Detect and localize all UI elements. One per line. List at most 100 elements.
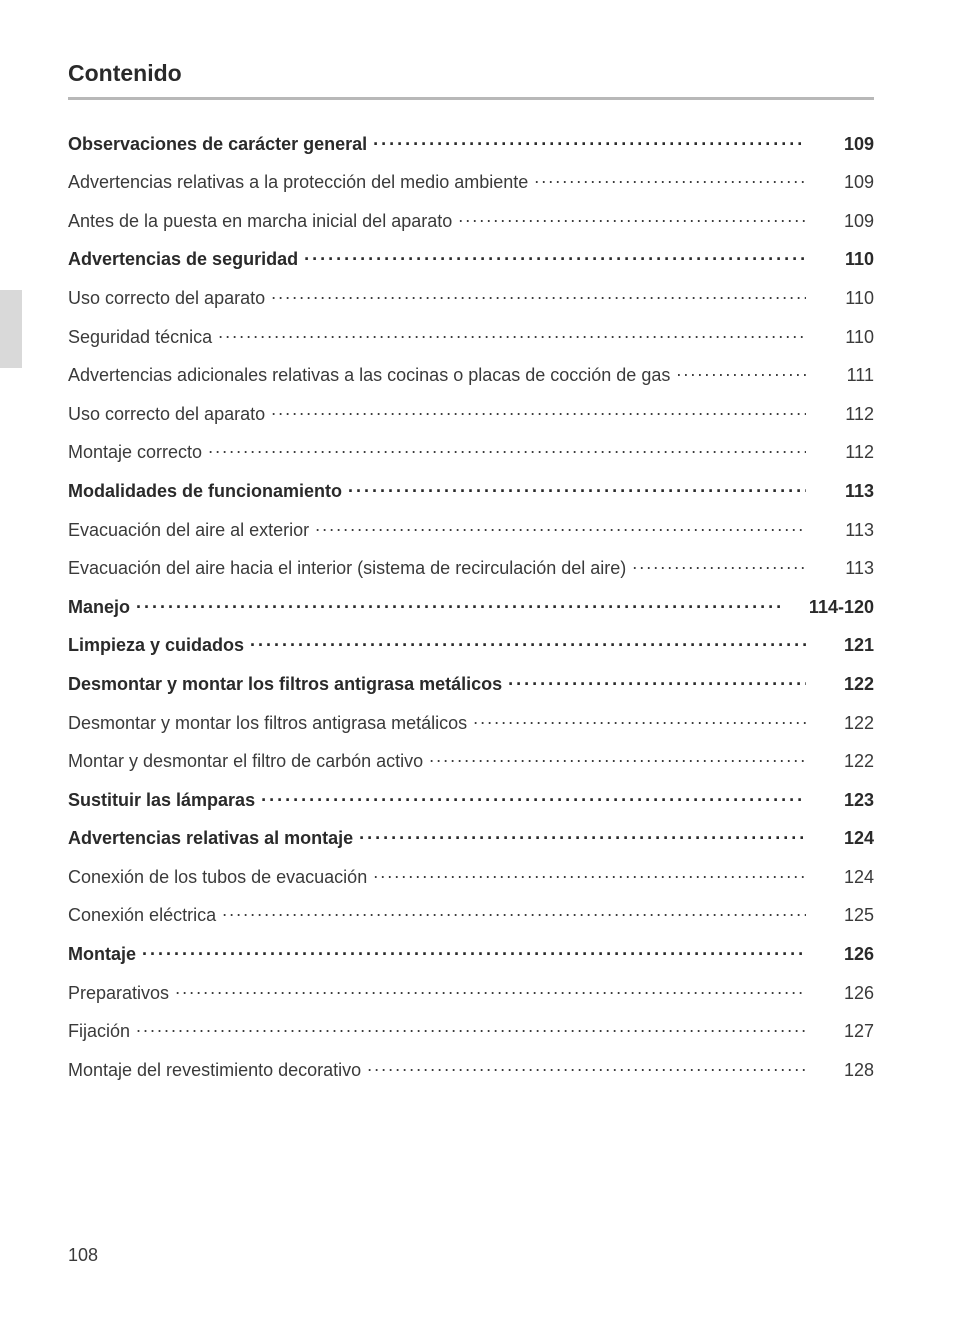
toc-entry-page: 122	[812, 674, 874, 695]
toc-entry-page: 110	[812, 288, 874, 309]
toc-entry-page: 109	[812, 211, 874, 232]
toc-entry-page: 110	[812, 249, 874, 270]
toc-row: Seguridad técnica 110	[68, 315, 874, 354]
toc-entry-label: Fijación	[68, 1021, 130, 1042]
toc-leader-dots	[208, 437, 806, 459]
side-tab	[0, 290, 22, 368]
toc-entry-label: Uso correcto del aparato	[68, 404, 265, 425]
toc-entry-label: Advertencias relativas a la protección d…	[68, 172, 528, 193]
toc-row: Advertencias relativas a la protección d…	[68, 161, 874, 200]
toc-leader-dots	[175, 977, 806, 999]
toc-entry-label: Manejo	[68, 597, 130, 618]
toc-entry-page: 109	[812, 172, 874, 193]
toc-entry-label: Montar y desmontar el filtro de carbón a…	[68, 751, 423, 772]
toc-leader-dots	[271, 282, 806, 304]
toc-entry-label: Montaje correcto	[68, 442, 202, 463]
toc-row: Conexión eléctrica 125	[68, 894, 874, 933]
toc-row: Desmontar y montar los filtros antigrasa…	[68, 662, 874, 701]
toc-row: Montaje correcto 112	[68, 431, 874, 470]
title-underline	[68, 97, 874, 100]
toc-row: Limpieza y cuidados 121	[68, 624, 874, 663]
toc-row: Evacuación del aire hacia el interior (s…	[68, 547, 874, 586]
toc-leader-dots	[534, 167, 806, 189]
toc-entry-page: 128	[812, 1060, 874, 1081]
toc-entry-page: 121	[812, 635, 874, 656]
toc-leader-dots	[136, 591, 785, 613]
toc-leader-dots	[373, 128, 806, 150]
toc-entry-label: Advertencias adicionales relativas a las…	[68, 365, 670, 386]
toc-entry-page: 122	[812, 713, 874, 734]
toc-entry-label: Evacuación del aire al exterior	[68, 520, 309, 541]
toc-leader-dots	[261, 784, 806, 806]
page-number: 108	[68, 1245, 98, 1266]
toc-leader-dots	[218, 321, 806, 343]
toc-entry-page: 123	[812, 790, 874, 811]
toc-leader-dots	[142, 938, 806, 960]
toc-title: Contenido	[68, 60, 874, 87]
toc-leader-dots	[473, 707, 806, 729]
toc-entry-label: Limpieza y cuidados	[68, 635, 244, 656]
toc-entry-label: Sustituir las lámparas	[68, 790, 255, 811]
toc-entry-page: 112	[812, 442, 874, 463]
toc-entry-label: Observaciones de carácter general	[68, 134, 367, 155]
toc-entry-label: Evacuación del aire hacia el interior (s…	[68, 558, 626, 579]
page-container: Contenido Observaciones de carácter gene…	[0, 0, 954, 1326]
toc-leader-dots	[348, 475, 806, 497]
toc-list: Observaciones de carácter general 109 Adve…	[68, 122, 874, 1087]
toc-entry-page: 124	[812, 828, 874, 849]
toc-entry-page: 113	[812, 481, 874, 502]
toc-entry-page: 124	[812, 867, 874, 888]
toc-entry-page: 114-120	[791, 597, 874, 618]
toc-leader-dots	[367, 1054, 806, 1076]
toc-entry-label: Advertencias de seguridad	[68, 249, 298, 270]
toc-row: Manejo 114-120	[68, 585, 874, 624]
toc-entry-page: 113	[812, 558, 874, 579]
toc-row: Preparativos126	[68, 971, 874, 1010]
toc-entry-page: 110	[812, 327, 874, 348]
toc-leader-dots	[429, 746, 806, 768]
toc-entry-label: Desmontar y montar los filtros antigrasa…	[68, 713, 467, 734]
toc-entry-label: Conexión de los tubos de evacuación	[68, 867, 367, 888]
toc-entry-label: Uso correcto del aparato	[68, 288, 265, 309]
toc-row: Antes de la puesta en marcha inicial del…	[68, 199, 874, 238]
toc-leader-dots	[632, 553, 806, 575]
toc-entry-label: Conexión eléctrica	[68, 905, 216, 926]
toc-row: Montaje 126	[68, 932, 874, 971]
toc-row: Fijación 127	[68, 1010, 874, 1049]
toc-row: Advertencias de seguridad 110	[68, 238, 874, 277]
toc-leader-dots	[315, 514, 806, 536]
toc-entry-label: Montaje	[68, 944, 136, 965]
toc-row: Uso correcto del aparato 110	[68, 276, 874, 315]
toc-entry-page: 109	[812, 134, 874, 155]
toc-entry-page: 113	[812, 520, 874, 541]
toc-row: Advertencias relativas al montaje 124	[68, 817, 874, 856]
toc-entry-page: 126	[812, 944, 874, 965]
toc-leader-dots	[676, 360, 806, 382]
toc-row: Sustituir las lámparas 123	[68, 778, 874, 817]
toc-row: Uso correcto del aparato 112	[68, 392, 874, 431]
toc-leader-dots	[373, 861, 806, 883]
toc-row: Evacuación del aire al exterior 113	[68, 508, 874, 547]
toc-leader-dots	[304, 244, 806, 266]
toc-entry-page: 112	[812, 404, 874, 425]
toc-entry-label: Advertencias relativas al montaje	[68, 828, 353, 849]
toc-leader-dots	[250, 630, 806, 652]
toc-row: Montar y desmontar el filtro de carbón a…	[68, 740, 874, 779]
toc-leader-dots	[359, 823, 806, 845]
toc-entry-page: 122	[812, 751, 874, 772]
toc-leader-dots	[222, 900, 806, 922]
toc-leader-dots	[458, 205, 806, 227]
toc-entry-page: 125	[812, 905, 874, 926]
toc-leader-dots	[136, 1016, 806, 1038]
toc-row: Advertencias adicionales relativas a las…	[68, 354, 874, 393]
toc-leader-dots	[271, 398, 806, 420]
toc-leader-dots	[508, 668, 806, 690]
toc-row: Modalidades de funcionamiento113	[68, 469, 874, 508]
toc-row: Conexión de los tubos de evacuación 124	[68, 855, 874, 894]
toc-entry-label: Antes de la puesta en marcha inicial del…	[68, 211, 452, 232]
toc-entry-label: Seguridad técnica	[68, 327, 212, 348]
toc-row: Desmontar y montar los filtros antigrasa…	[68, 701, 874, 740]
toc-entry-label: Montaje del revestimiento decorativo	[68, 1060, 361, 1081]
toc-entry-page: 127	[812, 1021, 874, 1042]
toc-entry-label: Desmontar y montar los filtros antigrasa…	[68, 674, 502, 695]
